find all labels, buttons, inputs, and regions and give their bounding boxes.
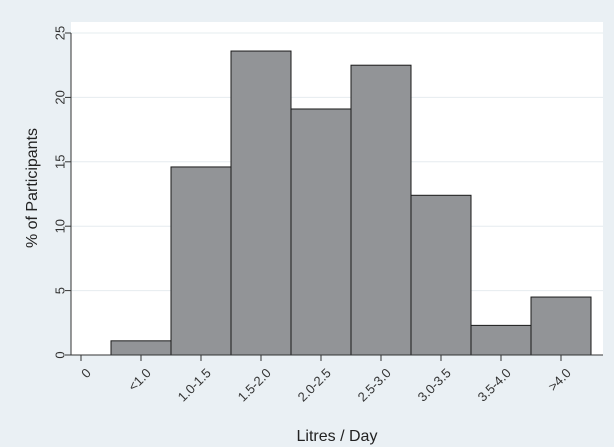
bars bbox=[110, 50, 592, 356]
y-tick-label-1: 5 bbox=[53, 287, 68, 294]
y-tick-label-4: 20 bbox=[53, 90, 68, 104]
y-tick-label-3: 15 bbox=[53, 155, 68, 169]
bar-1 bbox=[170, 166, 232, 356]
y-tick-label-5: 25 bbox=[53, 26, 68, 40]
bar-5 bbox=[410, 194, 472, 356]
bar-6 bbox=[470, 324, 532, 356]
bar-2 bbox=[230, 50, 292, 356]
bar-7 bbox=[530, 296, 592, 356]
y-axis: 0 5 10 15 20 25 bbox=[53, 26, 72, 359]
bar-0 bbox=[110, 340, 172, 356]
x-axis-title: Litres / Day bbox=[297, 428, 378, 445]
y-tick-label-0: 0 bbox=[53, 351, 68, 358]
y-tick-label-2: 10 bbox=[53, 219, 68, 233]
bar-3 bbox=[290, 108, 352, 356]
bar-4 bbox=[350, 64, 412, 356]
y-axis-title: % of Participants bbox=[24, 128, 41, 248]
